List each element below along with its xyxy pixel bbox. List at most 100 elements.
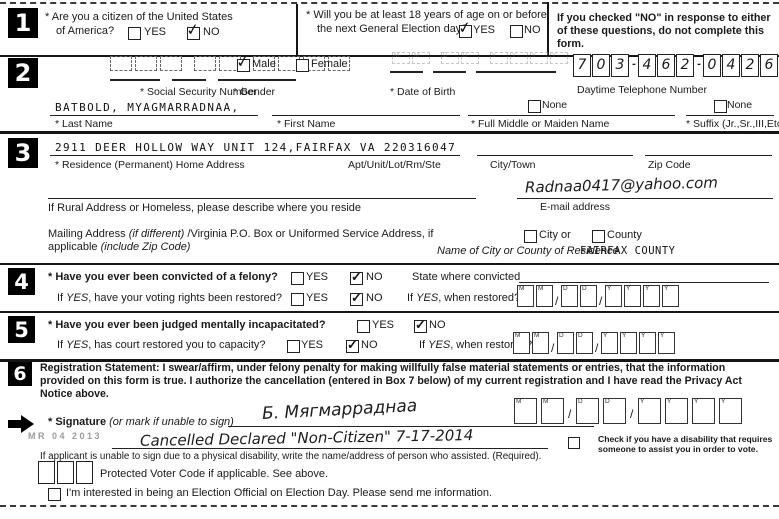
dob-box[interactable]: M: [392, 52, 410, 64]
middle-name-label: * Full Middle or Maiden Name: [471, 118, 610, 130]
city-checkbox[interactable]: [524, 230, 537, 243]
age-no-checkbox[interactable]: [510, 25, 523, 38]
statement-lead: Registration Statement:: [40, 362, 160, 374]
date-box[interactable]: D: [561, 285, 578, 307]
zip-code-underline[interactable]: [645, 155, 772, 156]
mental-yes-checkbox[interactable]: [357, 320, 370, 333]
phone-digit: 4: [642, 57, 652, 73]
date-box[interactable]: Y: [719, 398, 742, 424]
date-box[interactable]: D: [557, 332, 574, 354]
dob-underline[interactable]: [476, 71, 556, 73]
phone-label: Daytime Telephone Number: [577, 84, 707, 96]
date-box[interactable]: Y: [658, 332, 675, 354]
phone-digit-box[interactable]: 4: [638, 54, 656, 77]
date-box[interactable]: M: [536, 285, 553, 307]
dob-underline[interactable]: [390, 71, 423, 73]
dob-box[interactable]: Y: [490, 52, 508, 64]
ssn-box[interactable]: [328, 56, 350, 71]
rural-underline[interactable]: [48, 198, 476, 199]
residence-address-underline[interactable]: [50, 155, 460, 156]
dob-box[interactable]: Y: [510, 52, 528, 64]
capacity-yes-checkbox[interactable]: [287, 340, 300, 353]
county-checkbox[interactable]: [592, 230, 605, 243]
dob-box[interactable]: Y: [550, 52, 568, 64]
phone-digit-box[interactable]: 2: [741, 54, 759, 77]
dob-box[interactable]: D: [461, 52, 479, 64]
date-box[interactable]: Y: [639, 332, 656, 354]
date-box-letter: M: [519, 285, 525, 292]
age-yes-label: YES: [473, 24, 496, 36]
phone-digit-box[interactable]: 2: [676, 54, 694, 77]
phone-digit-box[interactable]: 0: [592, 54, 610, 77]
ssn-underline[interactable]: [110, 79, 160, 81]
first-name-underline[interactable]: [272, 115, 460, 116]
state-convicted-underline[interactable]: [519, 282, 769, 283]
date-box[interactable]: Y: [643, 285, 660, 307]
suffix-none-checkbox[interactable]: [714, 100, 727, 113]
date-box[interactable]: M: [513, 332, 530, 354]
mental-no-checkbox[interactable]: [414, 317, 427, 333]
felony-no-checkbox[interactable]: [350, 269, 363, 285]
rights-yes-checkbox[interactable]: [291, 293, 304, 306]
phone-digit-box[interactable]: 6: [657, 54, 675, 77]
dob-box[interactable]: D: [441, 52, 459, 64]
ssn-underline[interactable]: [218, 79, 296, 81]
citizen-no-checkbox[interactable]: [187, 27, 200, 40]
capacity-no-checkbox[interactable]: [346, 337, 359, 353]
dob-box[interactable]: Y: [530, 52, 548, 64]
date-box[interactable]: D: [580, 285, 597, 307]
date-box[interactable]: M: [541, 398, 564, 424]
last-name-underline[interactable]: [50, 115, 258, 116]
ssn-box[interactable]: [194, 56, 216, 71]
suffix-underline[interactable]: [686, 115, 774, 116]
ssn-box[interactable]: [253, 56, 275, 71]
date-box[interactable]: Y: [638, 398, 661, 424]
ssn-box[interactable]: [135, 56, 157, 71]
date-box[interactable]: D: [576, 332, 593, 354]
date-box[interactable]: Y: [620, 332, 637, 354]
date-box[interactable]: M: [514, 398, 537, 424]
section-divider: [0, 359, 779, 362]
felony-yes-checkbox[interactable]: [291, 272, 304, 285]
gender-male-checkbox[interactable]: [237, 59, 250, 72]
date-box[interactable]: D: [576, 398, 599, 424]
date-box[interactable]: Y: [692, 398, 715, 424]
city-town-underline[interactable]: [477, 155, 633, 156]
phone-digit-box[interactable]: 7: [573, 54, 591, 77]
date-box[interactable]: M: [517, 285, 534, 307]
date-box[interactable]: Y: [624, 285, 641, 307]
ssn-box[interactable]: [160, 56, 182, 71]
residence-county-label: Name of City or County of Residence: [437, 245, 619, 257]
date-box[interactable]: Y: [665, 398, 688, 424]
registration-statement: Registration Statement: I swear/affirm, …: [40, 362, 772, 401]
date-box[interactable]: Y: [601, 332, 618, 354]
phone-digit-box[interactable]: 6: [760, 54, 778, 77]
phone-digit-box[interactable]: 4: [722, 54, 740, 77]
age-yes-checkbox[interactable]: [459, 25, 472, 38]
protected-code-box[interactable]: [38, 461, 55, 484]
capacity-no-label: NO: [361, 339, 378, 351]
ssn-box[interactable]: [110, 56, 132, 71]
phone-digit-box[interactable]: 0: [703, 54, 721, 77]
date-box[interactable]: Y: [662, 285, 679, 307]
date-box[interactable]: D: [603, 398, 626, 424]
date-box[interactable]: M: [532, 332, 549, 354]
signature-underline[interactable]: [228, 426, 594, 427]
email-underline[interactable]: [517, 198, 773, 199]
rights-no-checkbox[interactable]: [350, 290, 363, 306]
disability-checkbox[interactable]: [568, 437, 580, 449]
middle-none-checkbox[interactable]: [528, 100, 541, 113]
date-box[interactable]: Y: [605, 285, 622, 307]
gender-female-checkbox[interactable]: [296, 59, 309, 72]
citizen-yes-checkbox[interactable]: [128, 27, 141, 40]
dob-underline[interactable]: [433, 71, 466, 73]
ssn-underline[interactable]: [172, 79, 206, 81]
protected-code-box[interactable]: [57, 461, 74, 484]
protected-code-box[interactable]: [76, 461, 93, 484]
election-official-checkbox[interactable]: [48, 488, 61, 501]
dob-box[interactable]: M: [412, 52, 430, 64]
phone-digit: 7: [577, 57, 587, 73]
middle-name-underline[interactable]: [468, 115, 675, 116]
assistant-name-underline[interactable]: [112, 448, 548, 449]
phone-digit-box[interactable]: 3: [611, 54, 629, 77]
